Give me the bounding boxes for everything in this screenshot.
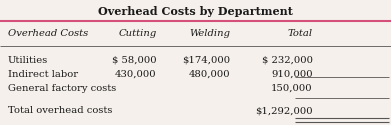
Text: Indirect labor: Indirect labor	[8, 70, 78, 79]
Text: Welding: Welding	[190, 29, 231, 38]
Text: Total: Total	[288, 29, 313, 38]
Text: $ 232,000: $ 232,000	[262, 56, 313, 65]
Text: $1,292,000: $1,292,000	[255, 106, 313, 115]
Text: 910,000: 910,000	[271, 70, 313, 79]
Text: $ 58,000: $ 58,000	[112, 56, 156, 65]
Text: Utilities: Utilities	[8, 56, 48, 65]
Text: Overhead Costs by Department: Overhead Costs by Department	[98, 6, 293, 17]
Text: 150,000: 150,000	[271, 84, 313, 93]
Text: 480,000: 480,000	[189, 70, 231, 79]
Text: $174,000: $174,000	[183, 56, 231, 65]
Text: 430,000: 430,000	[115, 70, 156, 79]
Text: General factory costs: General factory costs	[8, 84, 116, 93]
Text: Overhead Costs: Overhead Costs	[8, 29, 88, 38]
Text: Cutting: Cutting	[118, 29, 156, 38]
Text: Total overhead costs: Total overhead costs	[8, 106, 112, 115]
